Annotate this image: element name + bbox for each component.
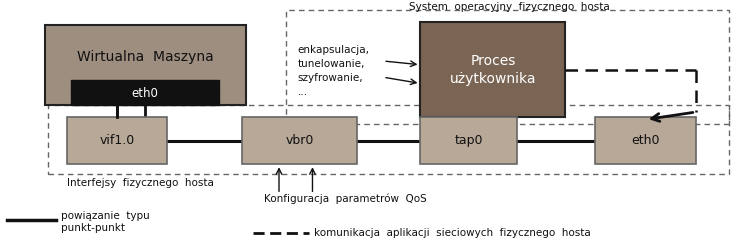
Text: Interfejsy  fizycznego  hosta: Interfejsy fizycznego hosta bbox=[67, 178, 214, 188]
Text: Wirtualna  Maszyna: Wirtualna Maszyna bbox=[77, 50, 214, 64]
Text: powiązanie  typu
punkt-punkt: powiązanie typu punkt-punkt bbox=[61, 211, 150, 233]
Text: komunikacja  aplikacji  sieciowych  fizycznego  hosta: komunikacja aplikacji sieciowych fizyczn… bbox=[314, 228, 591, 238]
Bar bbox=[242, 117, 357, 164]
Bar bbox=[45, 25, 246, 105]
Bar bbox=[286, 10, 729, 124]
Text: vbr0: vbr0 bbox=[285, 134, 314, 147]
Text: vif1.0: vif1.0 bbox=[100, 134, 135, 147]
Bar bbox=[420, 117, 517, 164]
Text: Proces
użytkownika: Proces użytkownika bbox=[449, 54, 536, 86]
Text: tap0: tap0 bbox=[455, 134, 483, 147]
Text: Konfiguracja  parametrów  QoS: Konfiguracja parametrów QoS bbox=[264, 194, 427, 204]
Text: System  operacyjny  fizycznego  hosta: System operacyjny fizycznego hosta bbox=[409, 2, 610, 12]
Bar bbox=[67, 117, 167, 164]
Bar bbox=[48, 105, 729, 174]
Bar bbox=[595, 117, 696, 164]
Text: eth0: eth0 bbox=[631, 134, 660, 147]
Text: eth0: eth0 bbox=[132, 87, 158, 100]
Bar bbox=[420, 22, 565, 117]
Text: enkapsulacja,
tunelowanie,
szyfrowanie,
...: enkapsulacja, tunelowanie, szyfrowanie, … bbox=[298, 45, 370, 97]
Bar bbox=[71, 80, 219, 105]
